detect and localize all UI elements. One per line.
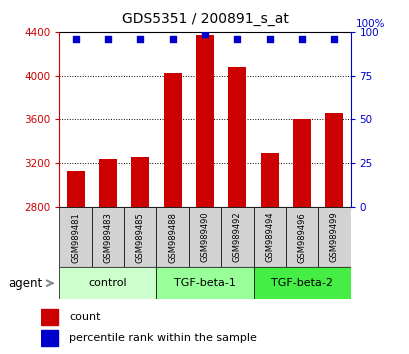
Bar (220, 207, 253, 267)
Text: count: count (69, 312, 100, 322)
Bar (41, 309, 58, 325)
Bar (92, 207, 124, 267)
Text: GSM989492: GSM989492 (232, 212, 241, 263)
Text: GSM989490: GSM989490 (200, 212, 209, 263)
Bar (163, 74, 181, 207)
Text: GSM989483: GSM989483 (103, 212, 112, 263)
Text: GSM989481: GSM989481 (71, 212, 80, 263)
Bar (317, 207, 350, 267)
Bar (59, 207, 92, 267)
Point (330, 36, 337, 42)
Text: GSM989499: GSM989499 (329, 212, 338, 263)
Bar (156, 207, 189, 267)
Bar (253, 207, 285, 267)
Text: TGF-beta-2: TGF-beta-2 (270, 278, 332, 288)
Text: GSM989485: GSM989485 (135, 212, 144, 263)
Bar (325, 113, 342, 207)
Bar (41, 330, 58, 346)
Bar (292, 120, 310, 207)
Bar (285, 207, 317, 267)
Bar (156, 267, 253, 299)
Bar (253, 267, 350, 299)
Bar (59, 267, 156, 299)
Text: TGF-beta-1: TGF-beta-1 (174, 278, 235, 288)
Point (137, 36, 143, 42)
Point (298, 36, 305, 42)
Point (169, 36, 175, 42)
Text: GDS5351 / 200891_s_at: GDS5351 / 200891_s_at (121, 12, 288, 27)
Bar (67, 171, 84, 207)
Bar (196, 35, 213, 207)
Text: agent: agent (8, 277, 43, 290)
Text: 100%: 100% (355, 19, 385, 29)
Text: percentile rank within the sample: percentile rank within the sample (69, 333, 256, 343)
Point (201, 31, 208, 36)
Point (72, 36, 79, 42)
Text: GSM989488: GSM989488 (168, 212, 177, 263)
Bar (260, 153, 278, 207)
Text: control: control (88, 278, 127, 288)
Point (234, 36, 240, 42)
Bar (99, 159, 117, 207)
Bar (131, 157, 149, 207)
Bar (124, 207, 156, 267)
Point (266, 36, 272, 42)
Text: GSM989494: GSM989494 (265, 212, 274, 263)
Bar (189, 207, 220, 267)
Point (104, 36, 111, 42)
Bar (228, 67, 246, 207)
Text: GSM989496: GSM989496 (297, 212, 306, 263)
